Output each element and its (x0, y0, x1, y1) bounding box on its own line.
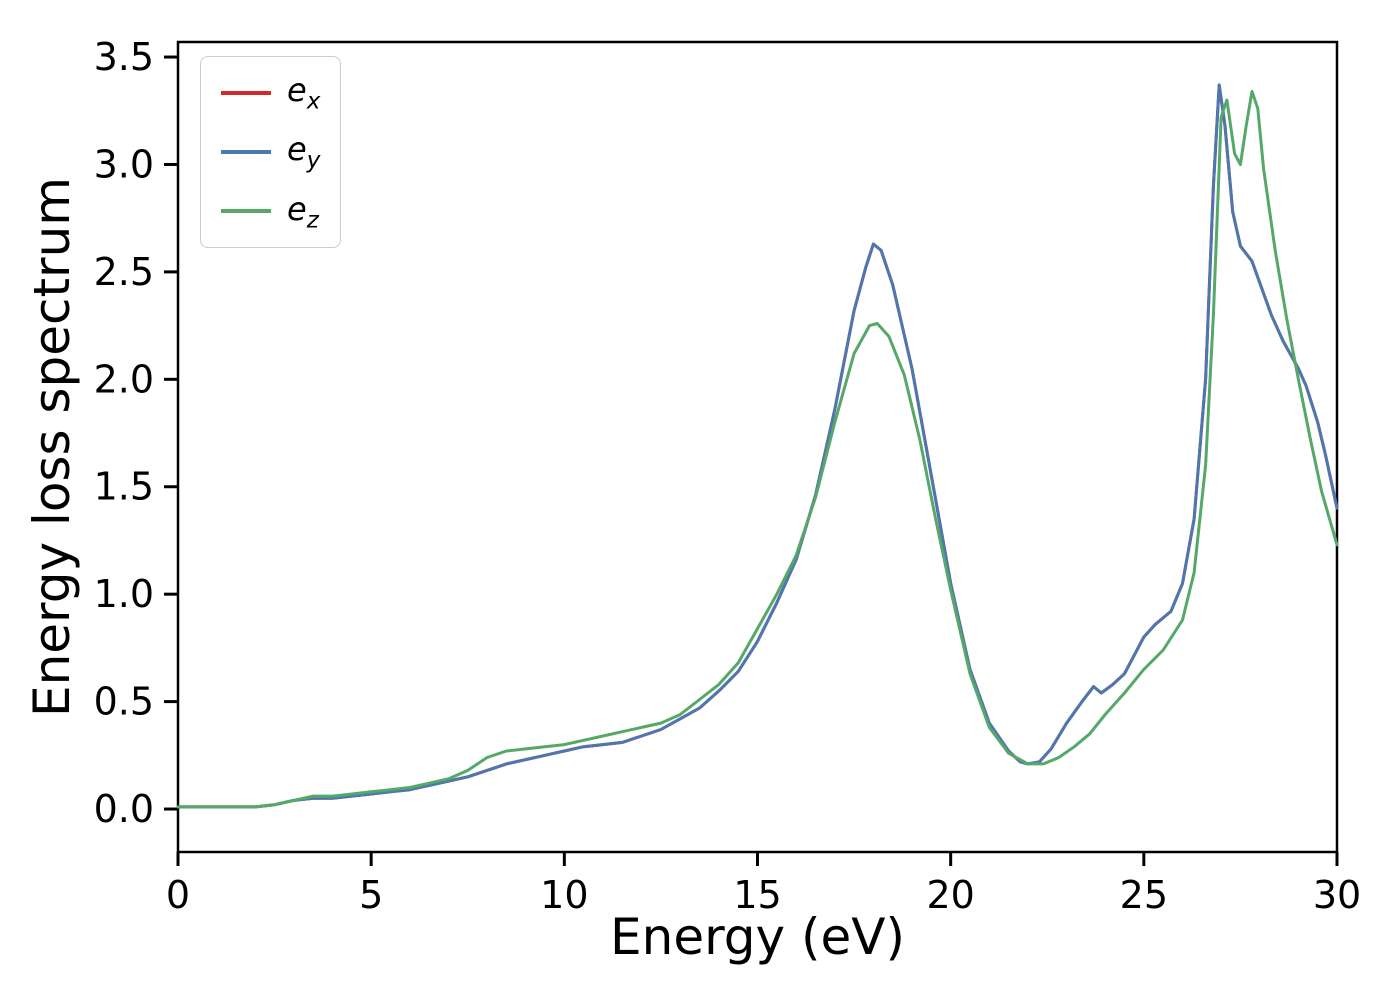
x-tick-label: 0 (166, 873, 190, 917)
legend-line-swatch-e_x (221, 90, 271, 95)
plot-border (176, 40, 1339, 854)
y-tick-label: 2.0 (94, 357, 154, 401)
series-line-e_x (176, 83, 1339, 809)
legend-entry-e_z: ez (221, 190, 320, 233)
legend-label-e_y: ey (287, 130, 321, 174)
y-tick-label: 1.0 (94, 572, 154, 616)
y-axis-label: Energy loss spectrum (23, 176, 81, 718)
legend-label-e_x: ex (287, 71, 321, 115)
y-tick-label: 1.5 (94, 465, 154, 509)
x-tick-label: 5 (359, 873, 383, 917)
series-line-e_y (176, 83, 1339, 809)
legend-entry-e_y: ey (221, 130, 321, 174)
y-tick-label: 3.5 (94, 35, 154, 79)
x-tick-label: 15 (733, 873, 781, 917)
y-tick-label: 0.5 (94, 680, 154, 724)
y-tick-label: 2.5 (94, 250, 154, 294)
series-line-e_z (176, 89, 1339, 809)
x-tick-label: 30 (1313, 873, 1361, 917)
legend-line-swatch-e_y (221, 150, 271, 155)
legend-entry-e_x: ex (221, 71, 320, 114)
legend-label-e_z: ez (287, 189, 319, 234)
legend: ex ey ez (200, 56, 342, 249)
legend-line-swatch-e_z (221, 209, 271, 214)
x-axis-label: Energy (eV) (610, 908, 905, 966)
x-tick-label: 20 (926, 873, 974, 917)
y-tick-label: 0.0 (94, 787, 154, 831)
x-tick-label: 10 (540, 873, 588, 917)
y-tick-label: 3.0 (94, 142, 154, 186)
x-tick-label: 25 (1120, 873, 1168, 917)
